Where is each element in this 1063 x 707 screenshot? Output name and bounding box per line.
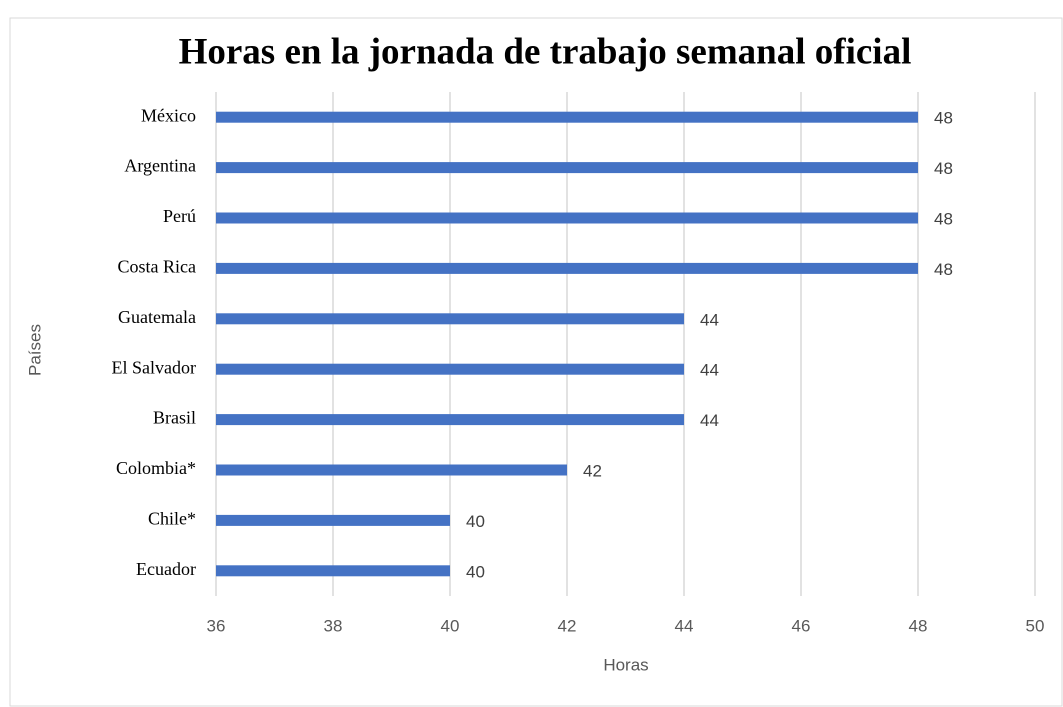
x-axis-title: Horas [603,655,648,674]
chart-title: Horas en la jornada de trabajo semanal o… [179,31,912,72]
y-axis-title: Países [25,324,44,376]
x-tick-label: 38 [324,616,343,635]
y-tick-label: Brasil [153,408,196,428]
x-tick-label: 48 [909,616,928,635]
bar [216,162,918,174]
y-tick-label: Costa Rica [118,257,197,277]
y-tick-label: Colombia* [116,458,196,478]
x-tick-label: 50 [1026,616,1045,635]
x-tick-label: 42 [558,616,577,635]
data-label: 44 [700,310,719,329]
y-tick-label: Chile* [148,509,196,529]
y-tick-label: México [141,105,196,125]
y-tick-label: El Salvador [112,357,196,377]
data-label: 48 [934,260,953,279]
bar [216,514,450,526]
y-tick-label: Ecuador [136,559,196,579]
data-label: 48 [934,109,953,128]
data-label: 48 [934,159,953,178]
x-tick-label: 46 [792,616,811,635]
x-tick-label: 40 [441,616,460,635]
data-label: 44 [700,361,719,380]
data-label: 42 [583,461,602,480]
data-label: 48 [934,209,953,228]
y-tick-label: Guatemala [118,307,196,327]
data-label: 40 [466,562,485,581]
bar [216,565,450,577]
data-label: 44 [700,411,719,430]
bar [216,262,918,274]
bar [216,414,684,426]
y-tick-label: Perú [163,206,196,226]
bar [216,313,684,325]
data-label: 40 [466,512,485,531]
y-tick-label: Argentina [124,156,196,176]
chart-border [9,17,1063,707]
bar [216,111,918,123]
bar [216,212,918,224]
bar [216,363,684,375]
bar [216,464,567,476]
x-tick-label: 44 [675,616,694,635]
x-tick-label: 36 [207,616,226,635]
